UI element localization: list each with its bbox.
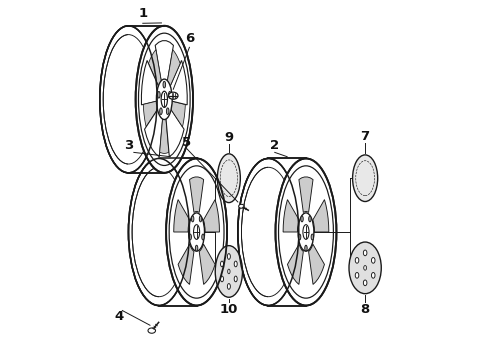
Polygon shape (283, 199, 299, 232)
Ellipse shape (156, 79, 172, 120)
Polygon shape (148, 50, 162, 87)
Ellipse shape (148, 328, 155, 333)
Ellipse shape (161, 91, 168, 107)
Ellipse shape (227, 254, 230, 259)
Ellipse shape (169, 92, 178, 99)
Ellipse shape (371, 257, 375, 263)
Ellipse shape (227, 284, 230, 289)
Polygon shape (178, 244, 194, 284)
Ellipse shape (189, 234, 192, 240)
Ellipse shape (220, 261, 223, 267)
Ellipse shape (353, 155, 378, 202)
Ellipse shape (355, 273, 359, 278)
Ellipse shape (355, 257, 359, 263)
Ellipse shape (278, 166, 333, 298)
Polygon shape (145, 108, 163, 157)
Ellipse shape (364, 250, 367, 256)
Text: 3: 3 (124, 139, 133, 152)
Ellipse shape (169, 166, 224, 298)
Ellipse shape (136, 26, 193, 173)
Text: 6: 6 (185, 32, 194, 45)
Ellipse shape (275, 158, 337, 306)
Ellipse shape (234, 261, 237, 267)
Ellipse shape (163, 81, 166, 88)
Ellipse shape (218, 154, 240, 203)
Text: 1: 1 (138, 7, 147, 20)
Ellipse shape (169, 91, 171, 98)
Text: 5: 5 (182, 136, 192, 149)
Text: 4: 4 (114, 310, 123, 324)
Ellipse shape (158, 91, 160, 98)
Ellipse shape (215, 246, 243, 297)
Polygon shape (288, 244, 303, 284)
Polygon shape (155, 41, 173, 85)
Ellipse shape (305, 245, 307, 251)
Ellipse shape (166, 158, 227, 306)
Ellipse shape (202, 234, 204, 240)
Ellipse shape (239, 204, 244, 208)
Ellipse shape (160, 108, 162, 114)
Polygon shape (128, 26, 164, 173)
Polygon shape (171, 101, 185, 127)
Polygon shape (190, 177, 204, 212)
Ellipse shape (199, 216, 202, 222)
Polygon shape (174, 199, 190, 232)
Ellipse shape (192, 216, 194, 222)
Text: 7: 7 (361, 130, 369, 143)
Ellipse shape (298, 234, 301, 240)
Polygon shape (143, 101, 158, 127)
Polygon shape (199, 244, 215, 284)
Text: 8: 8 (361, 303, 370, 316)
Polygon shape (313, 199, 329, 232)
Polygon shape (299, 177, 313, 212)
Polygon shape (159, 158, 196, 306)
Polygon shape (160, 117, 169, 153)
Polygon shape (142, 60, 160, 105)
Polygon shape (309, 244, 324, 284)
Ellipse shape (234, 276, 237, 282)
Text: 9: 9 (224, 131, 233, 144)
Polygon shape (269, 158, 306, 306)
Ellipse shape (189, 213, 204, 251)
Ellipse shape (371, 273, 375, 278)
Ellipse shape (303, 225, 309, 239)
Ellipse shape (349, 242, 381, 294)
Polygon shape (203, 199, 220, 232)
Polygon shape (167, 50, 180, 87)
Text: 10: 10 (220, 303, 238, 316)
Ellipse shape (194, 225, 199, 239)
Ellipse shape (220, 276, 223, 282)
Ellipse shape (301, 216, 303, 222)
Ellipse shape (139, 33, 190, 166)
Ellipse shape (309, 216, 311, 222)
Polygon shape (166, 108, 184, 157)
Ellipse shape (311, 234, 314, 240)
Ellipse shape (196, 245, 198, 251)
Ellipse shape (364, 280, 367, 286)
Polygon shape (169, 60, 187, 105)
Ellipse shape (298, 213, 314, 251)
Ellipse shape (167, 108, 169, 114)
Text: 2: 2 (270, 139, 279, 152)
